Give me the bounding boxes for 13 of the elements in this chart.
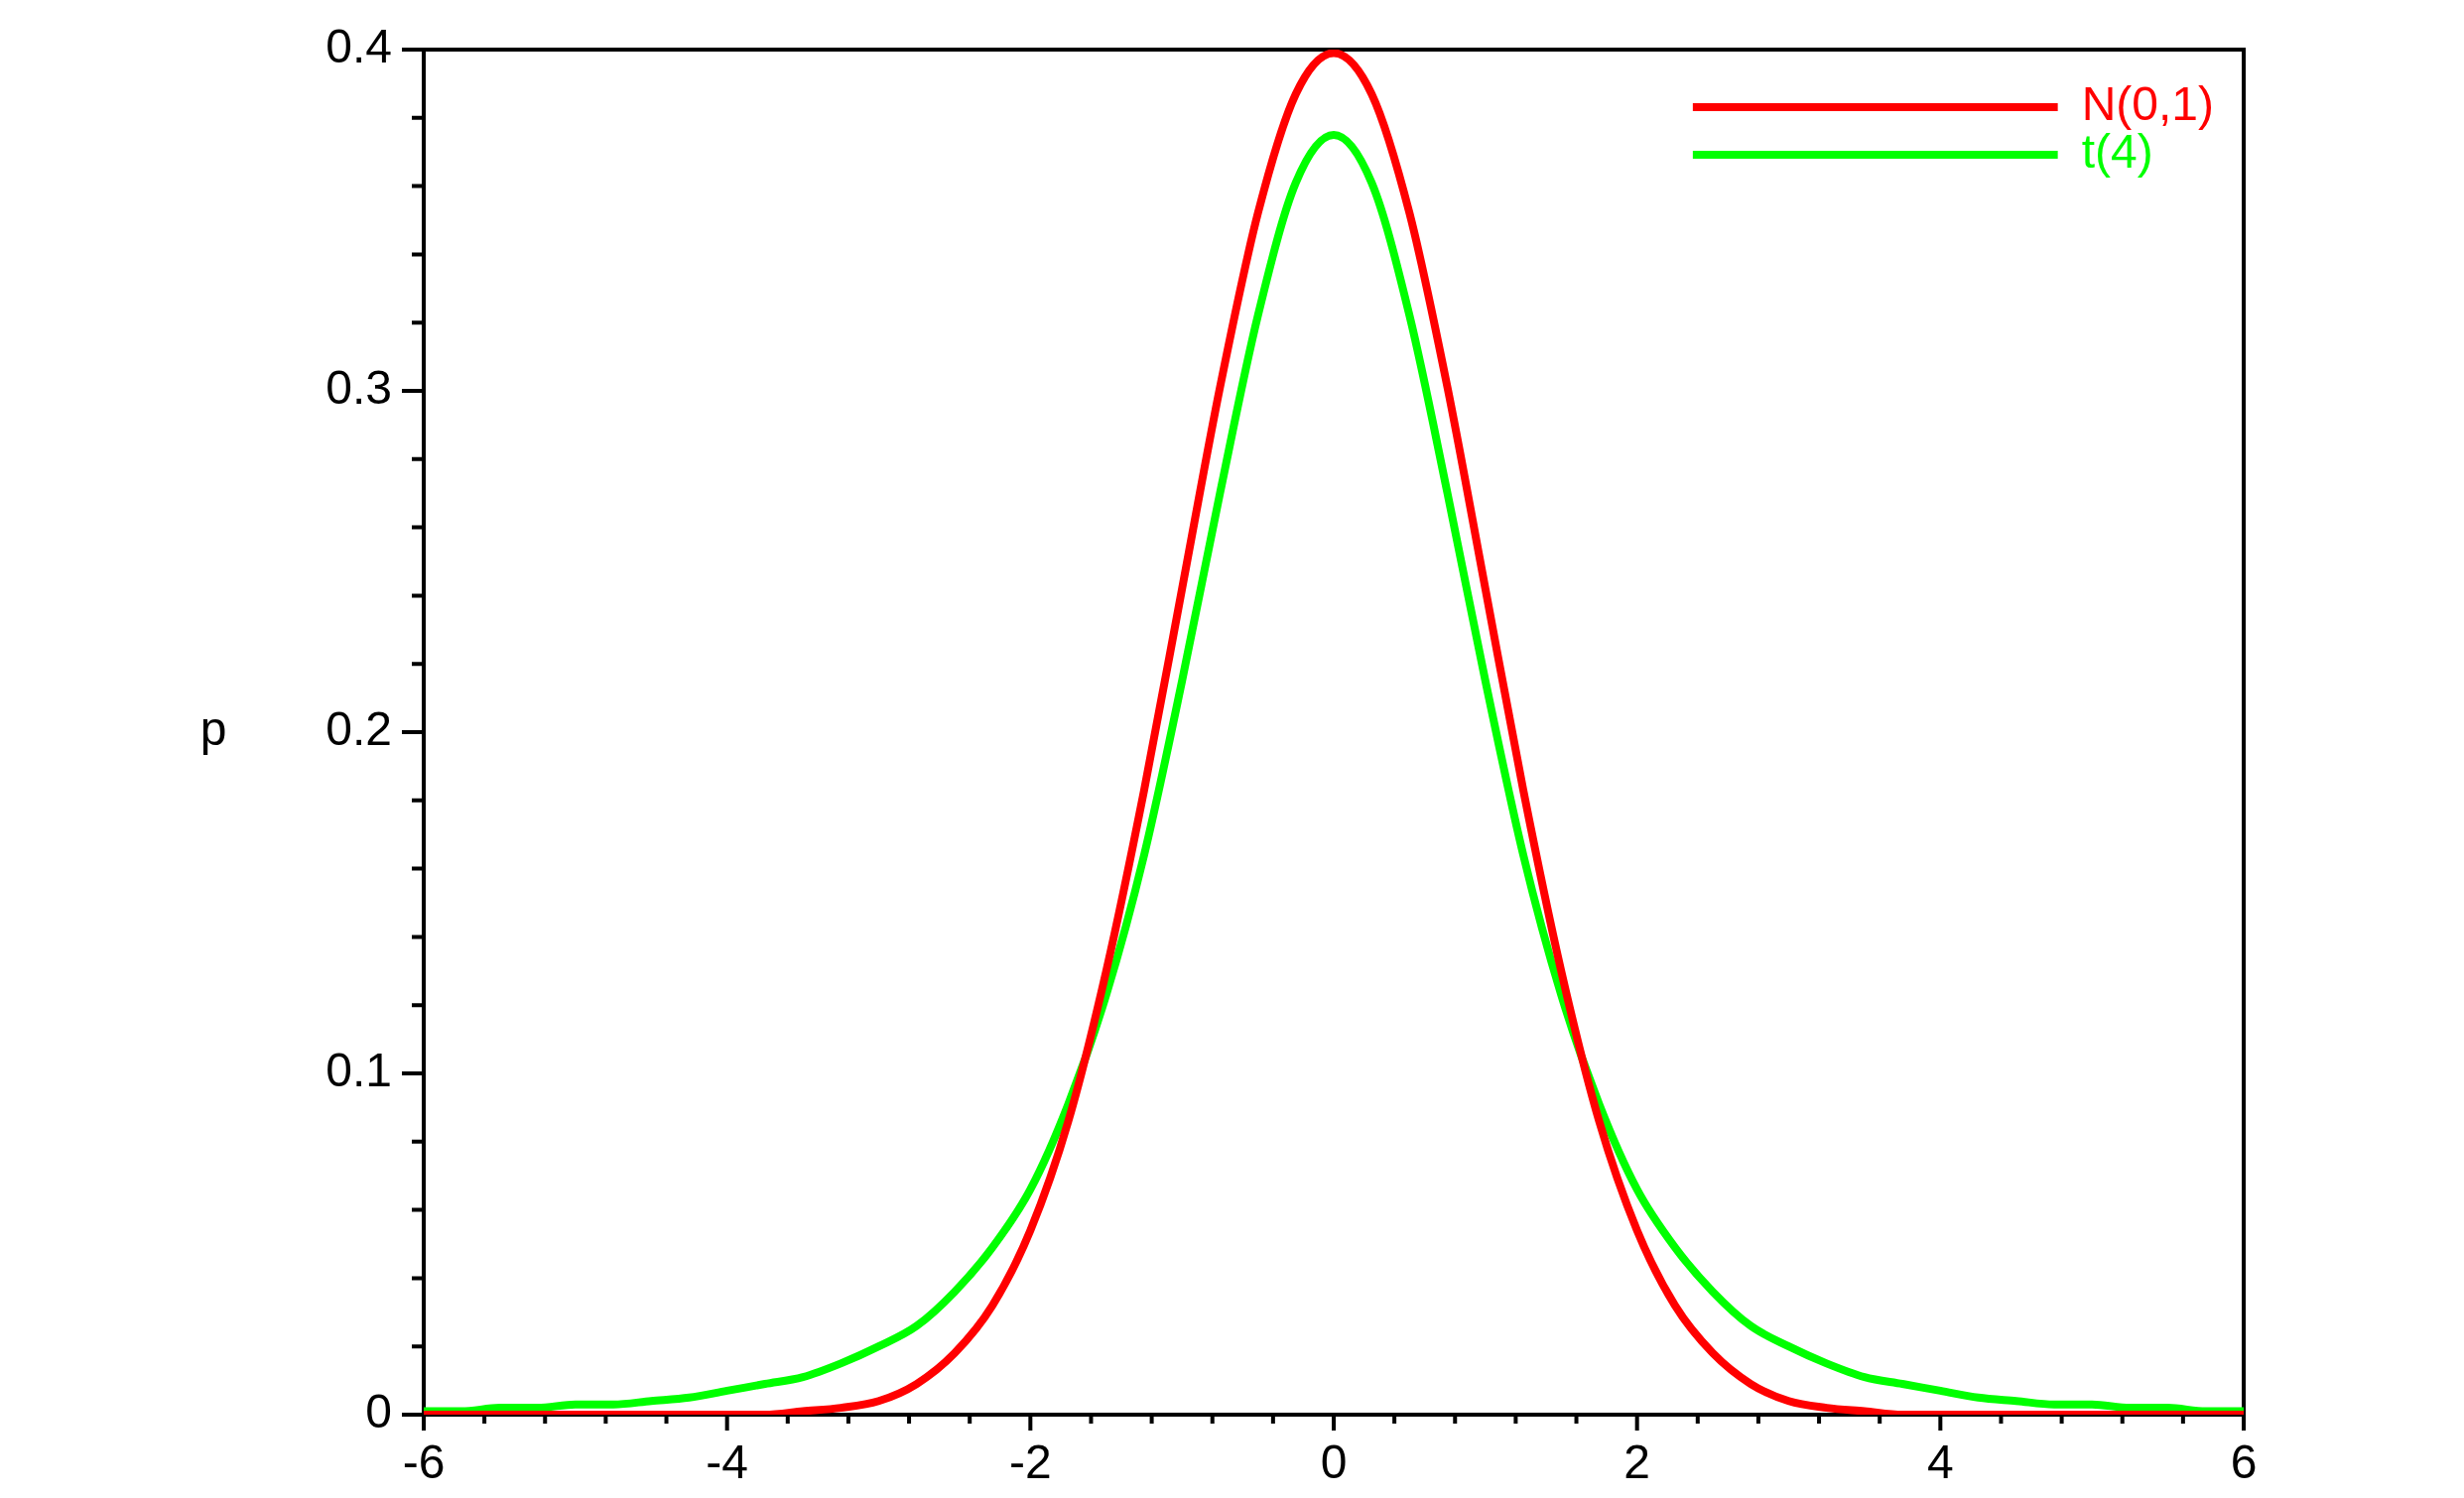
y-tick-label: 0.4	[325, 20, 392, 73]
y-axis-title: p	[199, 702, 227, 756]
y-tick-label: 0	[365, 1385, 392, 1438]
x-tick-label: 6	[2230, 1436, 2258, 1489]
x-tick-label: -6	[402, 1436, 446, 1489]
x-tick-label: 4	[1926, 1436, 1954, 1489]
x-tick-label: 0	[1320, 1436, 1348, 1489]
x-tick-label: 2	[1623, 1436, 1651, 1489]
y-tick-label: 0.3	[325, 361, 392, 415]
x-tick-label: -4	[706, 1436, 749, 1489]
y-tick-label: 0.1	[325, 1044, 392, 1097]
x-tick-label: -2	[1008, 1436, 1052, 1489]
y-tick-label: 0.2	[325, 702, 392, 756]
